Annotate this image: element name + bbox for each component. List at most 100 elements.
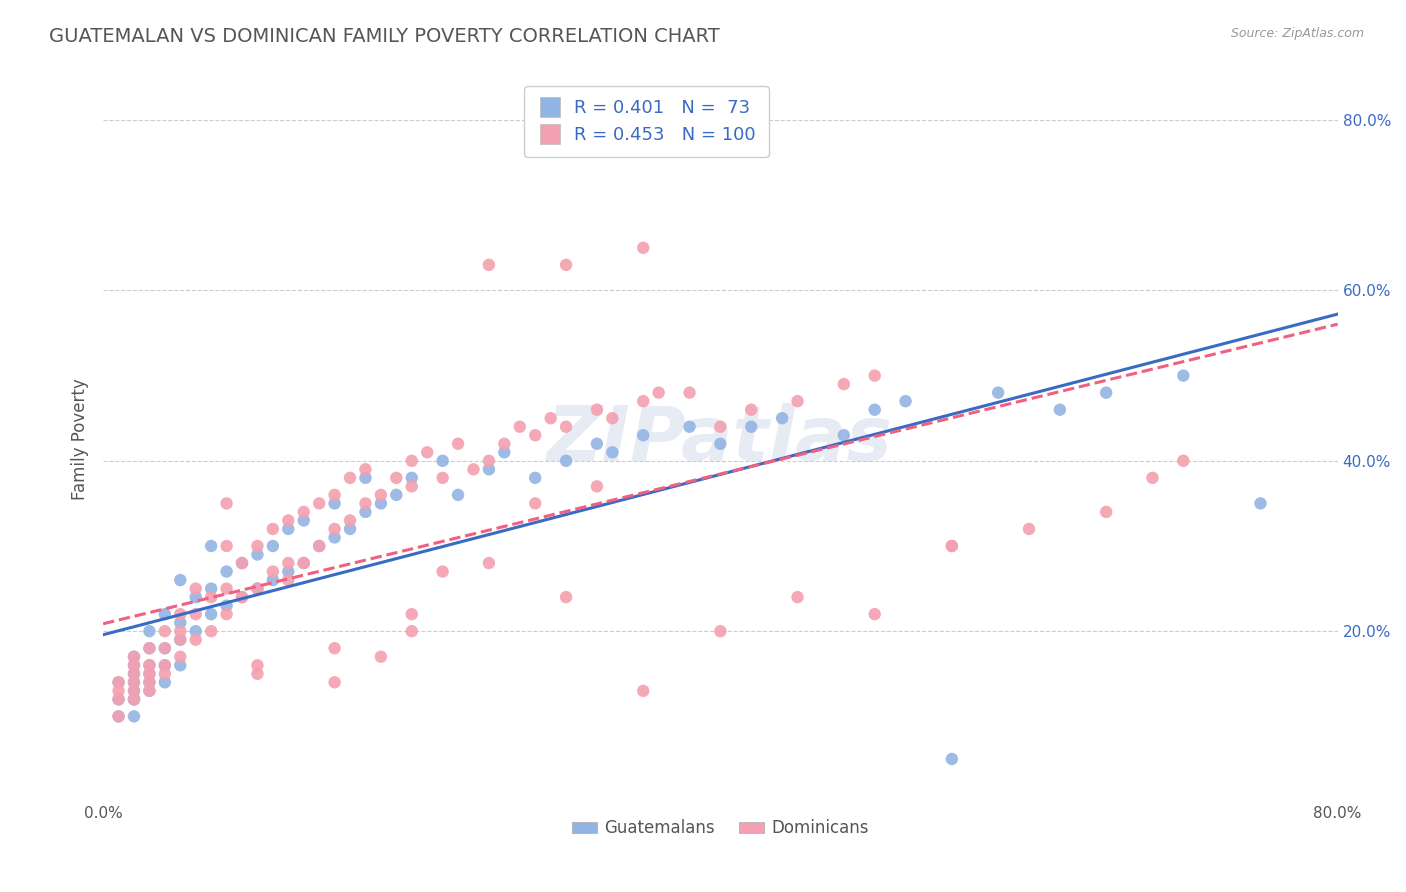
Point [678,385,700,400]
Point [169,632,191,647]
Point [138,641,160,656]
Point [740,402,762,417]
Point [169,649,191,664]
Point [122,692,145,706]
Point [709,624,731,639]
Point [169,658,191,673]
Point [339,513,361,527]
Point [1049,402,1071,417]
Point [107,709,129,723]
Point [602,411,624,425]
Point [215,607,238,622]
Point [524,428,547,442]
Point [122,658,145,673]
Point [262,573,284,587]
Point [323,496,346,510]
Point [107,692,129,706]
Y-axis label: Family Poverty: Family Poverty [72,378,89,500]
Point [323,531,346,545]
Point [478,556,501,570]
Point [586,436,609,450]
Point [292,513,315,527]
Point [153,641,176,656]
Point [138,658,160,673]
Point [1142,471,1164,485]
Point [370,496,392,510]
Point [401,607,423,622]
Point [1018,522,1040,536]
Point [308,539,330,553]
Point [122,675,145,690]
Point [323,488,346,502]
Point [292,505,315,519]
Point [153,666,176,681]
Point [107,709,129,723]
Point [169,624,191,639]
Point [246,582,269,596]
Point [184,590,207,604]
Point [941,752,963,766]
Point [555,590,578,604]
Point [401,624,423,639]
Point [153,624,176,639]
Point [354,496,377,510]
Point [153,607,176,622]
Point [786,394,808,409]
Point [107,675,129,690]
Point [709,436,731,450]
Point [524,471,547,485]
Point [1173,454,1195,468]
Point [277,556,299,570]
Point [200,607,222,622]
Point [602,445,624,459]
Point [463,462,485,476]
Point [215,582,238,596]
Point [987,385,1010,400]
Point [709,419,731,434]
Point [555,454,578,468]
Point [153,658,176,673]
Point [184,582,207,596]
Point [122,675,145,690]
Point [169,607,191,622]
Point [153,658,176,673]
Point [169,573,191,587]
Point [494,436,516,450]
Point [153,675,176,690]
Point [447,488,470,502]
Point [555,419,578,434]
Point [478,462,501,476]
Point [277,522,299,536]
Point [385,471,408,485]
Point [231,556,253,570]
Point [354,471,377,485]
Point [631,394,654,409]
Text: Source: ZipAtlas.com: Source: ZipAtlas.com [1230,27,1364,40]
Point [478,454,501,468]
Point [215,539,238,553]
Point [540,411,562,425]
Point [200,539,222,553]
Point [308,539,330,553]
Point [524,496,547,510]
Point [863,607,886,622]
Point [385,488,408,502]
Point [631,683,654,698]
Point [246,658,269,673]
Point [200,624,222,639]
Point [107,675,129,690]
Point [494,445,516,459]
Point [631,428,654,442]
Point [215,599,238,613]
Point [647,385,669,400]
Point [509,419,531,434]
Point [401,454,423,468]
Point [863,402,886,417]
Point [277,573,299,587]
Point [432,454,454,468]
Point [246,582,269,596]
Point [122,692,145,706]
Point [631,241,654,255]
Point [323,641,346,656]
Point [292,556,315,570]
